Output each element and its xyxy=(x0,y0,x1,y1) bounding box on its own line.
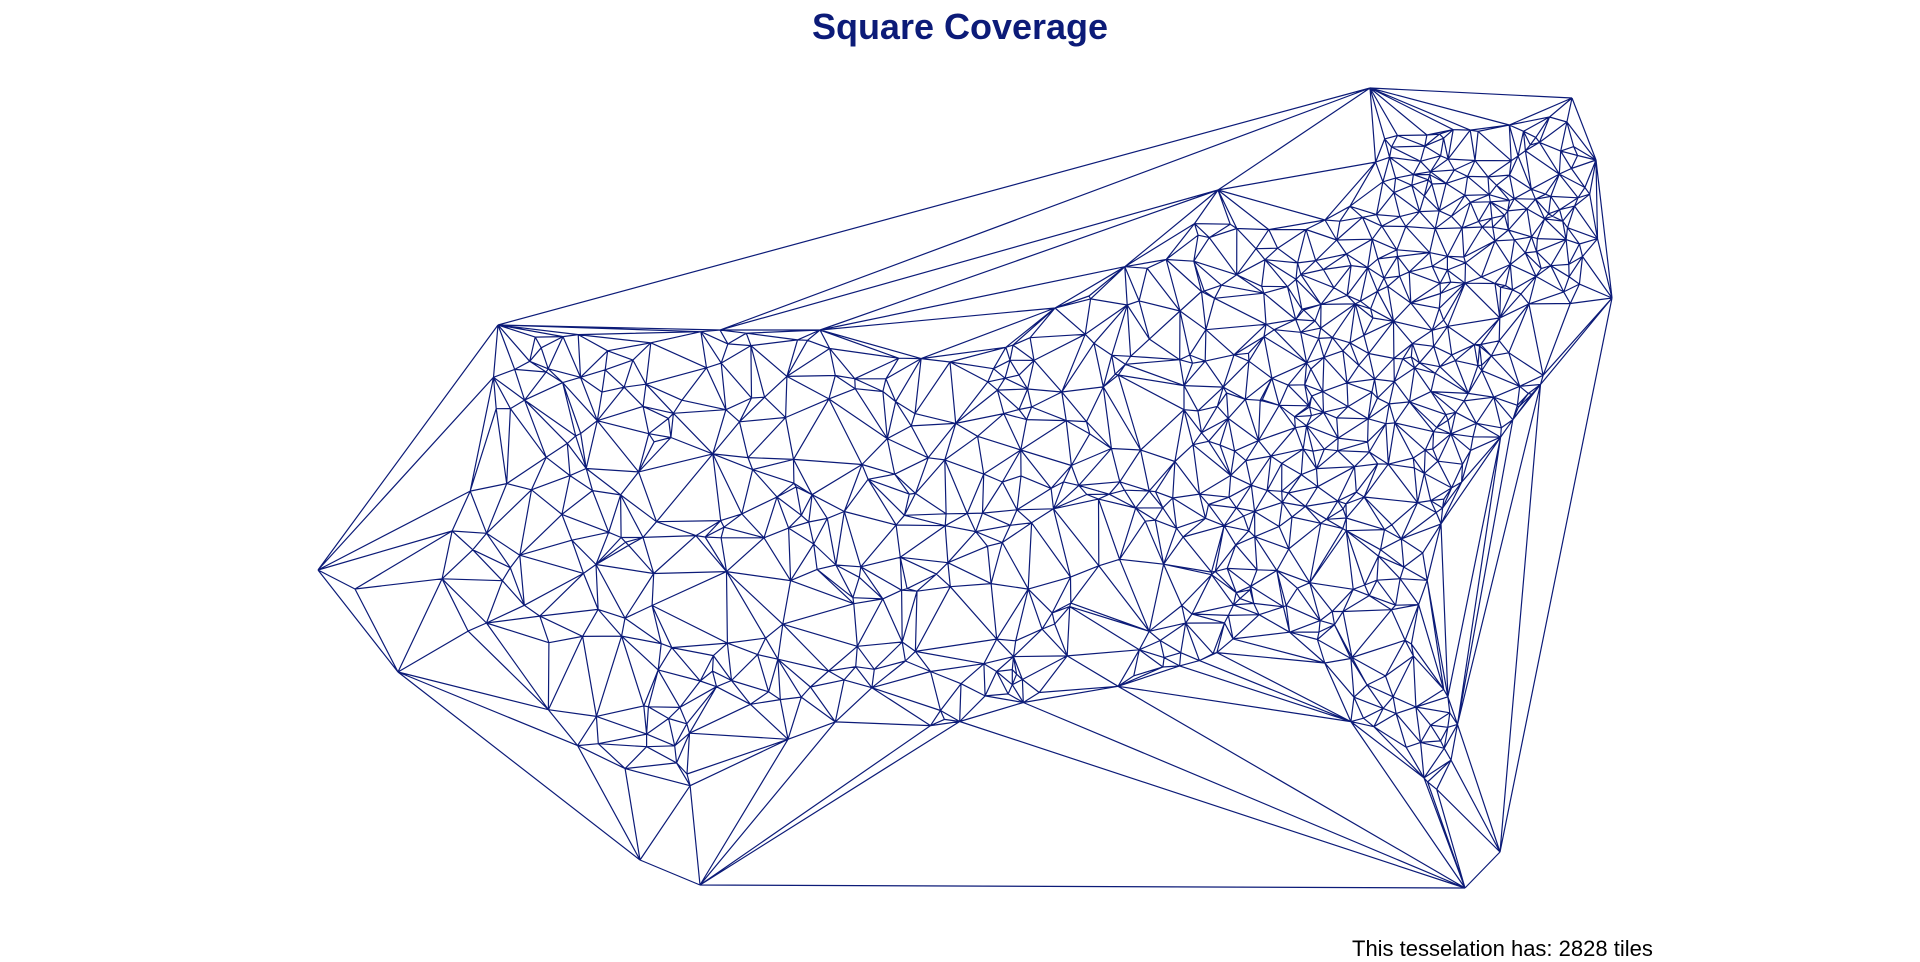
figure-title: Square Coverage xyxy=(811,6,1109,47)
triangle-edges xyxy=(317,87,1613,889)
tile-count-caption: This tesselation has: 2828 tiles xyxy=(1352,936,1653,961)
